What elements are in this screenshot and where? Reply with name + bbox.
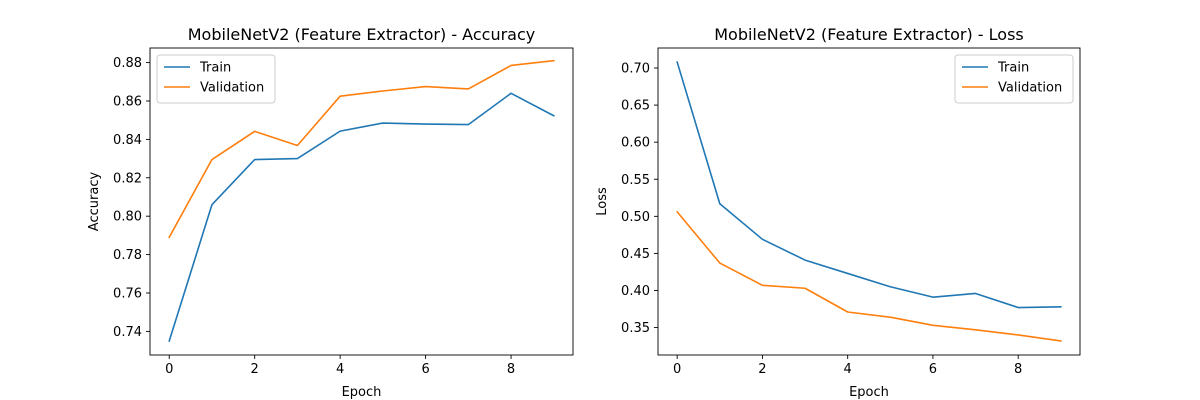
x-axis-label: Epoch (849, 385, 889, 400)
series-line-train (168, 92, 555, 342)
x-axis-label: Epoch (342, 385, 382, 400)
y-tick-label: 0.50 (621, 210, 650, 225)
x-tick-label: 8 (507, 362, 515, 377)
chart-loss: MobileNetV2 (Feature Extractor) - Loss 0 2… (595, 25, 1081, 400)
x-tick-label: 6 (421, 362, 429, 377)
legend-label-train: Train (997, 61, 1029, 76)
x-tick-label: 2 (758, 362, 766, 377)
y-tick-label: 0.65 (621, 99, 650, 114)
plot-frame (149, 47, 574, 356)
x-tick-label: 8 (1014, 362, 1022, 377)
series-line-validation (168, 59, 555, 239)
y-tick-label: 0.86 (113, 94, 142, 109)
y-tick-label: 0.84 (113, 133, 142, 148)
x-tick-label: 2 (251, 362, 259, 377)
chart-accuracy: MobileNetV2 (Feature Extractor) - Accura… (87, 25, 574, 400)
y-tick-label: 0.78 (113, 248, 142, 263)
chart-title: MobileNetV2 (Feature Extractor) - Loss (714, 25, 1024, 44)
y-tick-label: 0.55 (621, 173, 650, 188)
y-tick-label: 0.45 (621, 247, 650, 262)
x-tick-label: 0 (673, 362, 681, 377)
legend: Train Validation (954, 54, 1074, 104)
series-line-validation (676, 210, 1062, 342)
series-line-train (676, 61, 1062, 309)
y-axis-label: Loss (595, 187, 610, 216)
y-tick-label: 0.74 (113, 325, 142, 340)
y-axis-label: Accuracy (87, 172, 102, 232)
y-tick-label: 0.60 (621, 136, 650, 151)
y-tick-label: 0.88 (113, 56, 142, 71)
y-tick-label: 0.80 (113, 210, 142, 225)
y-tick-label: 0.76 (113, 286, 142, 301)
y-tick-label: 0.35 (621, 321, 650, 336)
chart-title: MobileNetV2 (Feature Extractor) - Accura… (188, 25, 535, 44)
x-tick-label: 6 (929, 362, 937, 377)
x-tick-label: 4 (844, 362, 852, 377)
legend-label-validation: Validation (200, 81, 264, 96)
y-tick-label: 0.82 (113, 171, 142, 186)
y-tick-label: 0.40 (621, 284, 650, 299)
x-tick-label: 0 (165, 362, 173, 377)
legend-label-train: Train (199, 61, 231, 76)
y-tick-label: 0.70 (621, 62, 650, 77)
plot-frame (657, 47, 1081, 356)
legend-label-validation: Validation (998, 81, 1062, 96)
x-tick-label: 4 (336, 362, 344, 377)
legend: Train Validation (156, 54, 276, 104)
